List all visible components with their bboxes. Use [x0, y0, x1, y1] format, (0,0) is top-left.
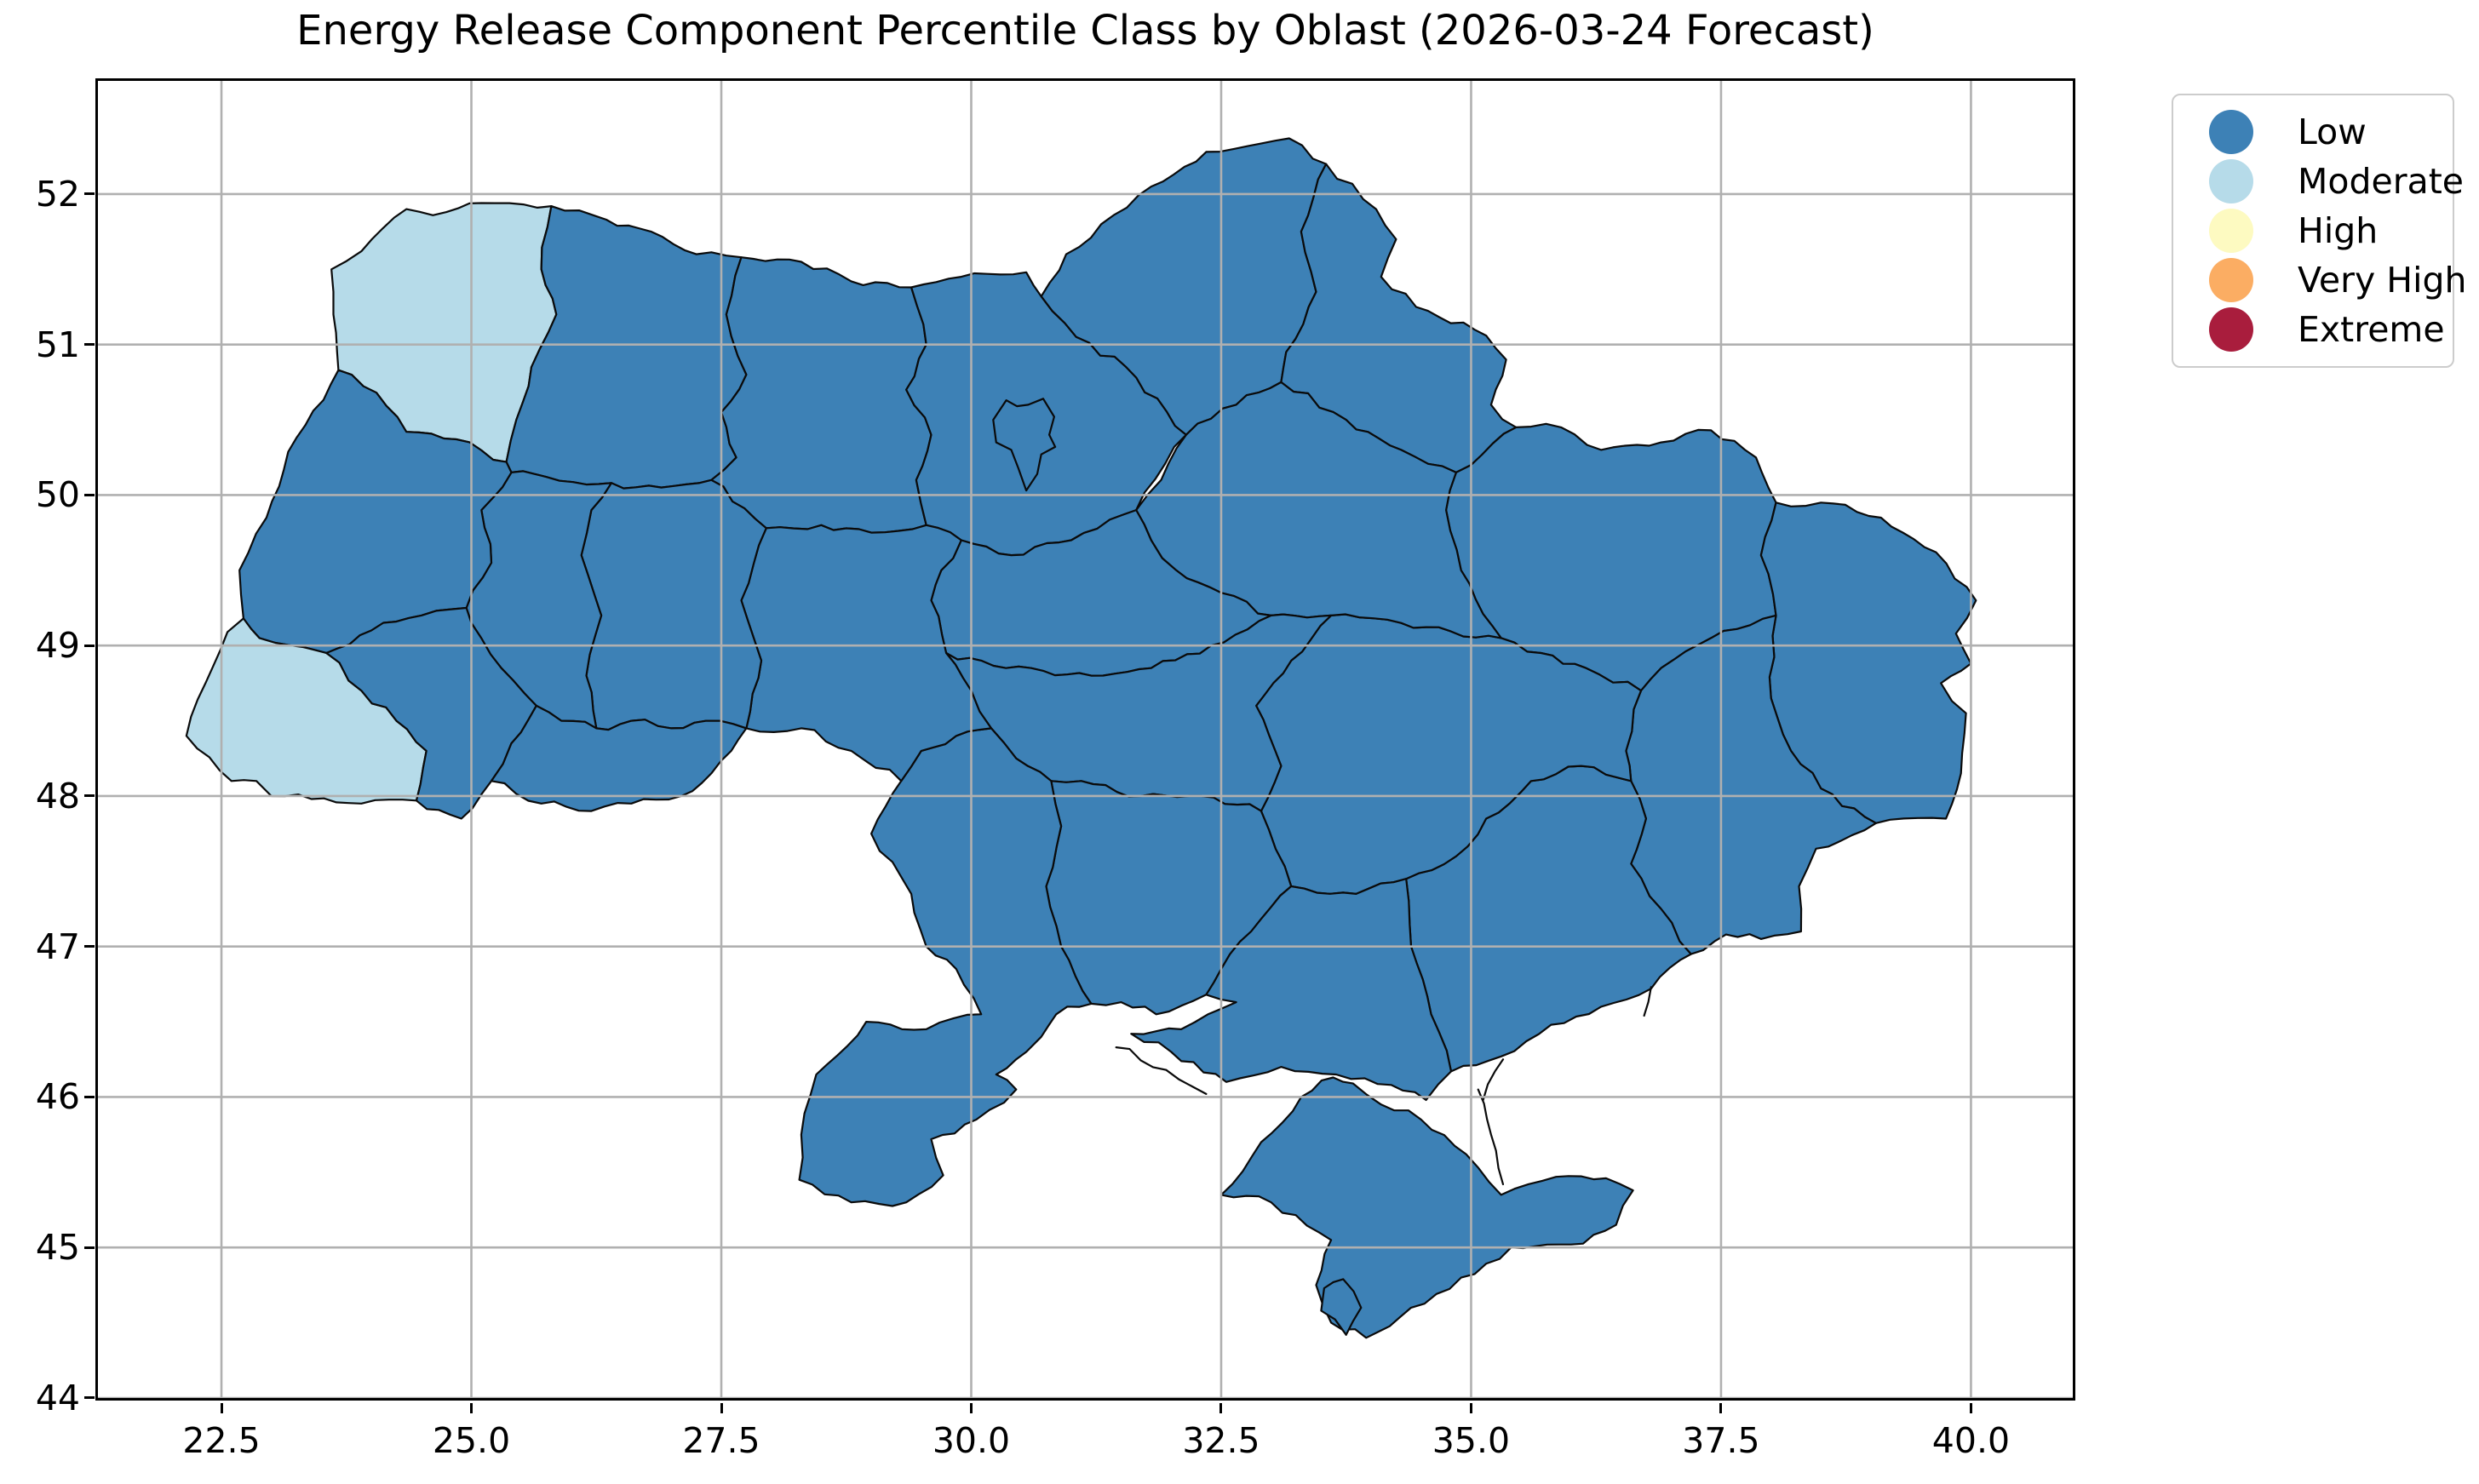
x-tick-mark [1219, 1403, 1223, 1413]
x-tick-mark [1969, 1403, 1972, 1413]
y-tick-label: 47 [35, 925, 80, 967]
region-zhytomyr [710, 256, 932, 534]
legend-item: Low [2173, 107, 2453, 157]
x-tick-label: 22.5 [182, 1420, 261, 1461]
region-sevastopol [1320, 1278, 1363, 1336]
region-odesa [798, 727, 1093, 1207]
legend-swatch-icon [2209, 209, 2253, 253]
legend-item: Very High [2173, 255, 2466, 305]
y-tick-mark [84, 192, 95, 196]
legend-item: Extreme [2173, 305, 2453, 354]
legend-label: Low [2298, 112, 2367, 152]
legend-label: Very High [2298, 260, 2467, 301]
legend-item: High [2173, 206, 2453, 255]
region-donetsk [1625, 614, 1877, 955]
plot-area [95, 78, 2075, 1401]
x-tick-label: 40.0 [1931, 1420, 2011, 1461]
y-tick-mark [84, 794, 95, 798]
legend-label: Extreme [2298, 309, 2445, 350]
berdiansk-spit [1643, 986, 1652, 1017]
y-tick-label: 48 [35, 775, 80, 816]
y-tick-label: 50 [35, 474, 80, 516]
region-kyiv-city [992, 398, 1057, 492]
y-tick-label: 52 [35, 173, 80, 215]
chart-title: Energy Release Component Percentile Clas… [296, 7, 1874, 54]
y-tick-label: 44 [35, 1377, 80, 1418]
legend-item: Moderate [2173, 157, 2464, 206]
legend-label: Moderate [2298, 161, 2464, 202]
x-tick-label: 35.0 [1432, 1420, 1511, 1461]
y-tick-mark [84, 493, 95, 496]
legend-swatch-icon [2209, 307, 2253, 352]
y-tick-mark [84, 1246, 95, 1249]
y-tick-mark [84, 1396, 95, 1400]
region-crimea [1219, 1076, 1634, 1339]
y-tick-mark [84, 1095, 95, 1098]
y-tick-mark [84, 343, 95, 347]
x-tick-mark [1719, 1403, 1723, 1413]
legend-swatch-icon [2209, 258, 2253, 302]
x-tick-mark [720, 1403, 723, 1413]
legend-swatch-icon [2209, 110, 2253, 154]
legend-swatch-icon [2209, 159, 2253, 203]
region-kherson [1130, 878, 1453, 1102]
y-tick-label: 45 [35, 1227, 80, 1269]
ukraine-choropleth-map [95, 78, 2075, 1401]
y-tick-label: 51 [35, 324, 80, 365]
x-tick-mark [1469, 1403, 1472, 1413]
fedotova-spit [1482, 1058, 1505, 1102]
x-tick-label: 32.5 [1182, 1420, 1260, 1461]
y-tick-mark [84, 644, 95, 647]
region-rivne [505, 205, 748, 490]
legend-label: High [2298, 210, 2379, 251]
x-tick-mark [220, 1403, 223, 1413]
x-tick-label: 27.5 [682, 1420, 760, 1461]
tendra-spit [1115, 1046, 1208, 1095]
legend: Low Moderate High Very High Extreme [2172, 94, 2466, 368]
x-tick-label: 37.5 [1682, 1420, 1760, 1461]
x-tick-label: 25.0 [432, 1420, 511, 1461]
arabat-spit [1477, 1088, 1505, 1186]
x-tick-mark [969, 1403, 973, 1413]
y-tick-mark [84, 945, 95, 948]
y-tick-label: 46 [35, 1076, 80, 1118]
y-tick-label: 49 [35, 625, 80, 667]
x-tick-label: 30.0 [932, 1420, 1011, 1461]
x-tick-mark [470, 1403, 473, 1413]
region-khmelnytskyi [580, 478, 767, 731]
